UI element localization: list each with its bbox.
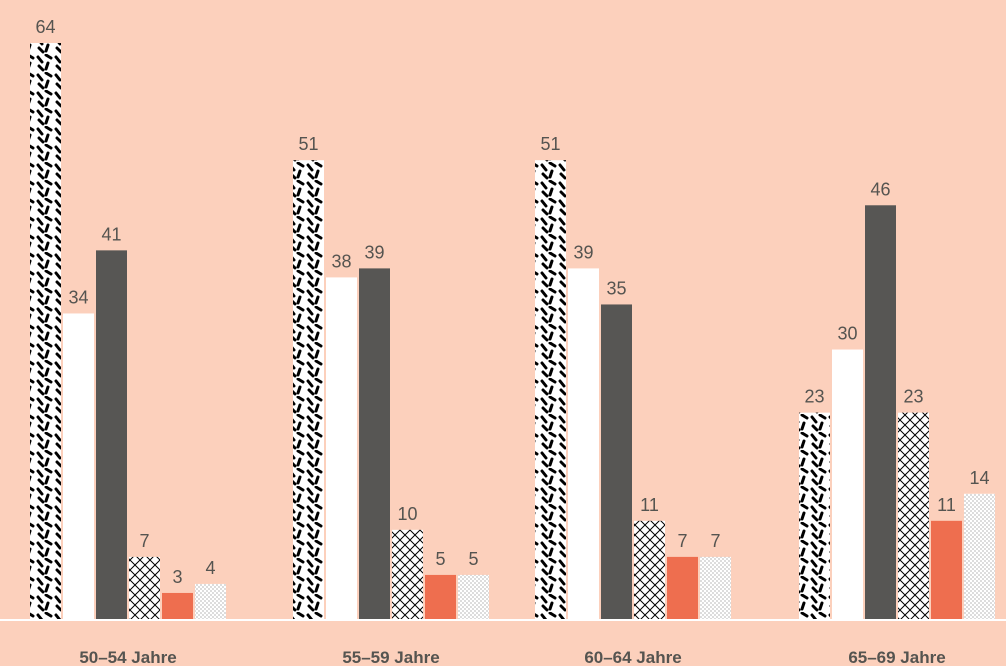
bar-series2-group2 <box>326 277 357 620</box>
bar-series4-group1 <box>129 556 160 620</box>
bar-series1-group3 <box>535 160 566 620</box>
value-label: 51 <box>540 134 560 154</box>
bar-series3-group2 <box>359 268 390 620</box>
bar-series6-group4 <box>964 493 995 620</box>
value-label: 11 <box>640 495 659 515</box>
bars-layer <box>30 43 995 620</box>
category-label: 55–59 Jahre <box>342 648 439 666</box>
bar-series1-group1 <box>30 43 61 620</box>
value-label: 14 <box>969 468 989 488</box>
category-labels-layer: 50–54 Jahre 55–59 Jahre 60–64 Jahre 65–69 J… <box>79 648 945 666</box>
bar-series2-group4 <box>832 349 863 620</box>
bar-series3-group3 <box>601 304 632 620</box>
bar-series6-group2 <box>458 574 489 620</box>
value-label: 51 <box>298 134 318 154</box>
value-label: 38 <box>331 251 351 271</box>
value-label: 23 <box>903 387 923 407</box>
bar-series4-group3 <box>634 520 665 620</box>
value-label: 34 <box>68 287 88 307</box>
bar-series4-group2 <box>392 529 423 620</box>
bar-series5-group2 <box>425 574 456 620</box>
bar-series1-group4 <box>799 412 830 620</box>
bar-series5-group4 <box>931 520 962 620</box>
bar-series2-group1 <box>63 313 94 620</box>
value-label: 35 <box>606 278 626 298</box>
value-label: 7 <box>139 531 149 551</box>
value-label: 30 <box>837 324 857 344</box>
bar-series6-group1 <box>195 583 226 620</box>
bar-series3-group1 <box>96 250 127 620</box>
value-label: 39 <box>364 242 384 262</box>
value-label: 4 <box>205 558 215 578</box>
value-label: 5 <box>435 549 445 569</box>
bar-series3-group4 <box>865 205 896 620</box>
bar-series5-group1 <box>162 592 193 620</box>
value-label: 64 <box>35 17 55 37</box>
value-label: 3 <box>172 567 182 587</box>
value-label: 46 <box>870 179 890 199</box>
value-label: 5 <box>468 549 478 569</box>
value-label: 11 <box>937 495 956 515</box>
category-label: 50–54 Jahre <box>79 648 176 666</box>
bar-series1-group2 <box>293 160 324 620</box>
category-label: 60–64 Jahre <box>584 648 681 666</box>
value-label: 7 <box>677 531 687 551</box>
value-label: 39 <box>573 242 593 262</box>
value-label: 10 <box>397 504 417 524</box>
category-label: 65–69 Jahre <box>848 648 945 666</box>
bar-series2-group3 <box>568 268 599 620</box>
bar-series5-group3 <box>667 556 698 620</box>
value-label: 23 <box>804 387 824 407</box>
value-label: 7 <box>710 531 720 551</box>
value-label: 41 <box>101 224 121 244</box>
bar-series6-group3 <box>700 556 731 620</box>
bar-series4-group4 <box>898 412 929 620</box>
